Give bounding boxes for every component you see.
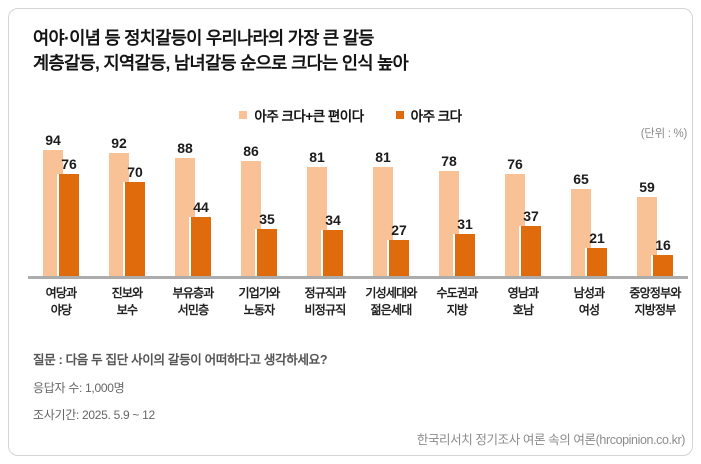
footnotes: 질문 : 다음 두 집단 사이의 갈등이 어떠하다고 생각하세요? 응답자 수:… bbox=[33, 349, 327, 433]
bar-value-label-total: 88 bbox=[177, 140, 193, 156]
source-branding: 한국리서치 정기조사 여론 속의 여론(hrcopinion.co.kr) bbox=[416, 433, 686, 447]
bar-very bbox=[123, 182, 145, 276]
bar-very bbox=[519, 226, 541, 276]
bar-value-label-very: 35 bbox=[259, 211, 275, 227]
bar-very bbox=[255, 229, 277, 276]
footnote-question: 질문 : 다음 두 집단 사이의 갈등이 어떠하다고 생각하세요? bbox=[33, 353, 328, 367]
bar-value-label-total: 94 bbox=[45, 132, 61, 148]
bar-value-label-total: 81 bbox=[375, 149, 391, 165]
bar-group: 86 35 bbox=[226, 134, 292, 276]
bar-value-label-very: 37 bbox=[523, 208, 539, 224]
bar-value-label-total: 92 bbox=[111, 135, 127, 151]
bar-value-label-total: 81 bbox=[309, 149, 325, 165]
bar-value-label-total: 86 bbox=[243, 143, 259, 159]
bar-group: 76 37 bbox=[490, 134, 556, 276]
bar-value-label-very: 31 bbox=[457, 216, 473, 232]
bar-very bbox=[585, 248, 607, 276]
bar-value-label-total: 59 bbox=[639, 179, 655, 195]
bar-very bbox=[651, 255, 673, 276]
category-label: 기성세대와 젊은세대 bbox=[365, 286, 417, 317]
legend-label-very: 아주 크다 bbox=[410, 109, 462, 124]
bar-group: 88 44 bbox=[160, 134, 226, 276]
bar-value-label-total: 78 bbox=[441, 153, 457, 169]
category-axis: 여당과 야당 진보와 보수 부유층과 서민층 기업가와 노동자 정규직과 비정규직 기성세… bbox=[28, 285, 688, 318]
category-label: 기업가와 노동자 bbox=[238, 286, 281, 317]
title-line-1: 여야·이념 등 정치갈등이 우리나라의 가장 큰 갈등 bbox=[33, 28, 374, 48]
bar-group: 59 16 bbox=[622, 134, 688, 276]
bar-value-label-very: 16 bbox=[655, 237, 671, 253]
bar-value-label-very: 34 bbox=[325, 212, 341, 228]
bar-group: 92 70 bbox=[94, 134, 160, 276]
legend-swatch-light-icon bbox=[239, 111, 248, 119]
bar-group: 81 34 bbox=[292, 134, 358, 276]
bar-value-label-very: 44 bbox=[193, 199, 209, 215]
category-label: 정규직과 비정규직 bbox=[304, 286, 347, 317]
bar-very bbox=[453, 234, 475, 276]
bar-value-label-total: 65 bbox=[573, 171, 589, 187]
category-label: 수도권과 지방 bbox=[436, 286, 479, 317]
report-card: 여야·이념 등 정치갈등이 우리나라의 가장 큰 갈등 계층갈등, 지역갈등, … bbox=[8, 8, 693, 456]
chart-title: 여야·이념 등 정치갈등이 우리나라의 가장 큰 갈등 계층갈등, 지역갈등, … bbox=[33, 26, 409, 76]
chart-legend: 아주 크다+큰 편이다 아주 크다 bbox=[9, 105, 692, 125]
bar-value-label-very: 70 bbox=[127, 164, 143, 180]
bar-group: 81 27 bbox=[358, 134, 424, 276]
footnote-period: 조사기간: 2025. 5.9 ~ 12 bbox=[33, 408, 155, 422]
bar-value-label-very: 27 bbox=[391, 222, 407, 238]
category-label: 진보와 보수 bbox=[111, 286, 144, 317]
footnote-respondents: 응답자 수: 1,000명 bbox=[33, 381, 125, 395]
bar-value-label-total: 76 bbox=[507, 156, 523, 172]
bar-very bbox=[57, 174, 79, 276]
title-line-2: 계층갈등, 지역갈등, 남녀갈등 순으로 크다는 인식 높아 bbox=[33, 53, 409, 73]
bar-group: 65 21 bbox=[556, 134, 622, 276]
bar-very bbox=[321, 230, 343, 276]
legend-swatch-dark-icon bbox=[395, 111, 404, 119]
legend-item-total: 아주 크다+큰 편이다 bbox=[239, 105, 364, 125]
bar-value-label-very: 21 bbox=[589, 230, 605, 246]
category-label: 영남과 호남 bbox=[507, 286, 540, 317]
category-label: 중앙정부와 지방정부 bbox=[629, 286, 681, 317]
legend-label-total: 아주 크다+큰 편이다 bbox=[254, 109, 364, 124]
bar-very bbox=[387, 240, 409, 276]
unit-label: (단위 : %) bbox=[640, 128, 688, 140]
bar-group: 94 76 bbox=[28, 132, 94, 276]
bar-very bbox=[189, 217, 211, 276]
bar-chart: 94 76 92 70 88 44 86 35 81 34 81 27 78 31 76 37 65 21 59 16… bbox=[28, 132, 688, 318]
category-label: 여당과 야당 bbox=[45, 286, 78, 317]
plot-area: 94 76 92 70 88 44 86 35 81 34 81 27 78 31 76 37 65 21 59 16 bbox=[28, 132, 688, 276]
bar-value-label-very: 76 bbox=[61, 156, 77, 172]
legend-item-very: 아주 크다 bbox=[395, 105, 462, 125]
category-label: 남성과 여성 bbox=[573, 286, 606, 317]
category-label: 부유층과 서민층 bbox=[172, 286, 215, 317]
bar-group: 78 31 bbox=[424, 134, 490, 276]
x-axis-baseline bbox=[28, 276, 688, 279]
